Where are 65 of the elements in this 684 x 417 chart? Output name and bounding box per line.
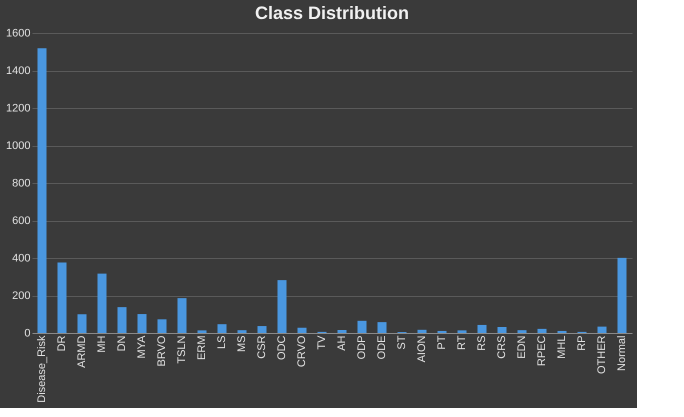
x-tick-label: ERM	[196, 336, 208, 360]
x-tick-label: BRVO	[156, 335, 168, 366]
bar	[58, 262, 66, 333]
x-tick-label: CRVO	[296, 335, 308, 368]
bar	[38, 48, 46, 333]
chart-title: Class Distribution	[254, 3, 410, 23]
x-tick-label: DR	[56, 335, 68, 352]
bar	[298, 328, 306, 333]
x-tick-label: RP	[576, 336, 588, 351]
x-tick-label: ODE	[376, 336, 388, 360]
bar	[378, 322, 386, 333]
x-tick-label: ODC	[276, 335, 288, 360]
y-tick-label: 1200	[6, 102, 30, 114]
bar	[278, 280, 286, 333]
x-tick-label: TV	[316, 334, 328, 350]
bar	[178, 298, 186, 333]
y-tick-label: 1000	[6, 140, 30, 152]
bar	[458, 330, 466, 333]
x-tick-label: AH	[336, 335, 348, 351]
x-tick-label: ST	[396, 335, 408, 350]
bar	[338, 330, 346, 333]
x-tick-label: RPEC	[536, 335, 548, 366]
bar	[358, 320, 366, 333]
x-tick-label: LS	[216, 336, 228, 349]
bar	[238, 330, 246, 333]
bar	[518, 330, 526, 333]
x-tick-label: ODP	[356, 336, 368, 360]
bar	[158, 319, 166, 333]
x-tick-label: CSR	[256, 335, 268, 359]
x-tick-label: MH	[96, 335, 108, 353]
y-tick-label: 200	[12, 290, 30, 302]
bar	[118, 307, 126, 333]
y-tick-label: 800	[12, 178, 30, 190]
bar	[478, 324, 486, 333]
x-tick-label: DN	[116, 335, 128, 352]
x-tick-label: RT	[456, 335, 468, 350]
x-tick-label: Disease_Risk	[36, 335, 48, 403]
x-tick-label: MS	[236, 336, 248, 352]
bar	[218, 324, 226, 333]
x-tick-label: CRS	[496, 336, 508, 359]
y-tick-label: 400	[12, 252, 30, 264]
bar	[418, 330, 426, 333]
bar	[98, 274, 106, 333]
x-tick-label: PT	[436, 335, 448, 350]
x-tick-label: TSLN	[176, 335, 188, 364]
bar	[618, 258, 626, 333]
bar	[78, 314, 86, 333]
bar	[498, 327, 506, 333]
x-tick-label: OTHER	[596, 335, 608, 374]
x-tick-label: EDN	[516, 335, 528, 359]
x-tick-label: AION	[416, 335, 428, 362]
bar	[138, 314, 146, 333]
bar	[598, 326, 606, 333]
bar	[538, 328, 546, 333]
y-tick-label: 1400	[6, 65, 30, 77]
x-tick-label: ARMD	[76, 335, 88, 368]
bar	[258, 326, 266, 333]
y-tick-label: 0	[24, 328, 30, 340]
x-tick-label: RS	[476, 336, 488, 351]
bar	[198, 330, 206, 333]
x-tick-label: MYA	[136, 334, 148, 359]
x-tick-label: Normal	[616, 336, 628, 371]
x-tick-label: MHL	[556, 336, 568, 359]
y-tick-label: 600	[12, 215, 30, 227]
y-tick-label: 1600	[6, 28, 30, 40]
